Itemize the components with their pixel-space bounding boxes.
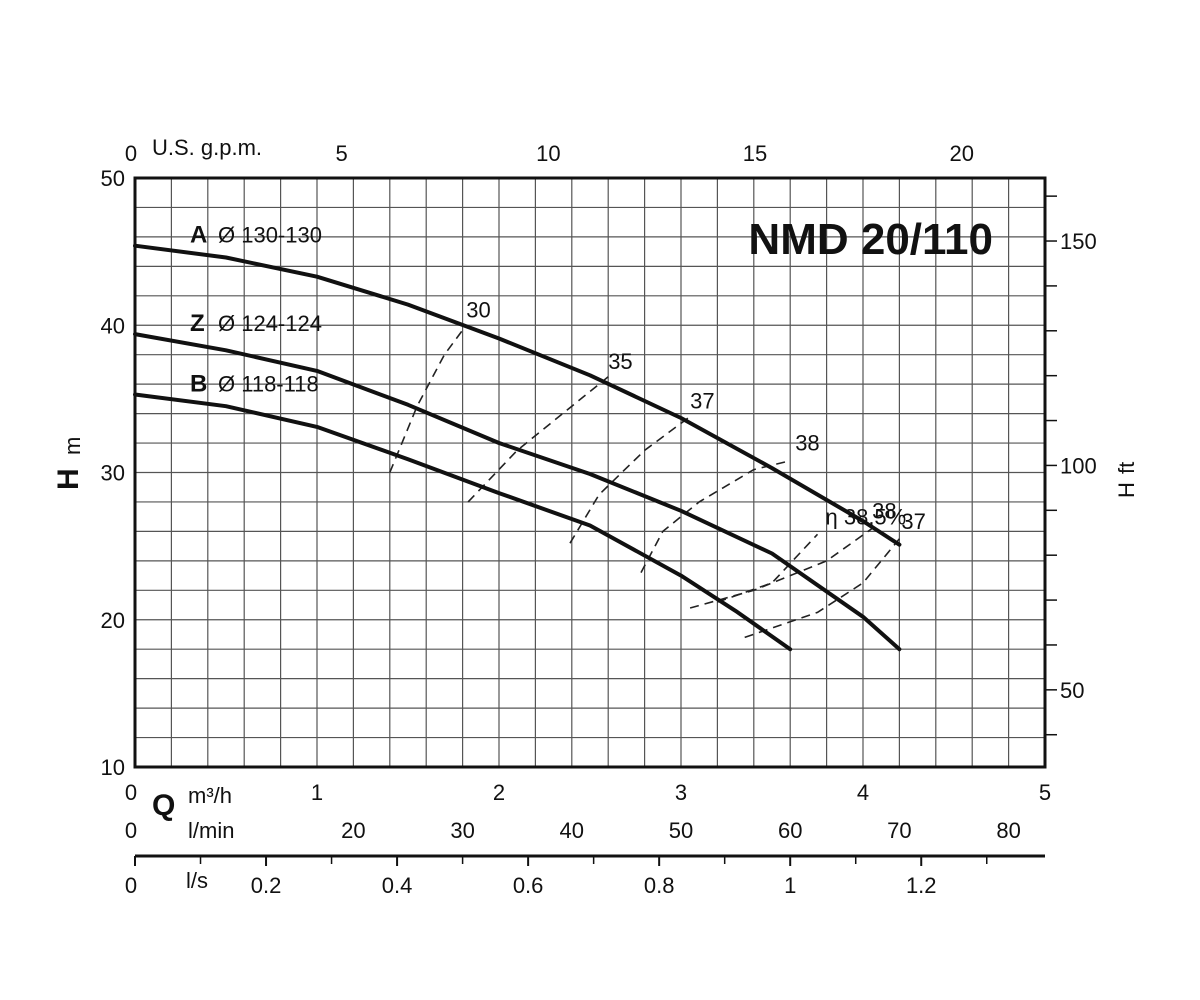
efficiency-label: 37 <box>690 389 714 414</box>
q-axis-letter: Q <box>152 789 175 822</box>
efficiency-label: 37 <box>901 509 925 534</box>
tick-label-lmin: 20 <box>341 818 365 843</box>
series-letter: B <box>190 370 207 397</box>
efficiency-label: 38 <box>872 498 896 523</box>
tick-label-lmin: 30 <box>450 818 474 843</box>
tick-label-gpm: 0 <box>125 141 137 166</box>
tick-label-lmin: 80 <box>996 818 1020 843</box>
tick-label-m: 20 <box>101 608 125 633</box>
efficiency-label: 38 <box>795 431 819 456</box>
chart-title: NMD 20/110 <box>748 215 993 264</box>
series-name: Ø 118-118 <box>218 371 319 396</box>
tick-label-lmin: 60 <box>778 818 802 843</box>
head-curve-z <box>133 332 902 652</box>
tick-label-m3h: 3 <box>675 780 687 805</box>
tick-label-m3h: 2 <box>493 780 505 805</box>
tick-label-gpm: 15 <box>743 141 767 166</box>
tick-label-m3h: 5 <box>1039 780 1051 805</box>
head-curve-b <box>133 392 793 652</box>
efficiency-curve <box>744 538 901 639</box>
tick-label-ft: 150 <box>1060 229 1097 254</box>
tick-label-ft: 100 <box>1060 453 1097 478</box>
h-ft-axis-unit: ft <box>1114 462 1139 474</box>
head-curves: A Ø 130-130 Z Ø 124-124 B Ø 118-118 <box>133 222 902 652</box>
plot-frame <box>133 176 1047 769</box>
tick-label-ft: 50 <box>1060 678 1084 703</box>
tick-label-lmin: 40 <box>560 818 584 843</box>
q-ls-axis-label: l/s <box>186 868 208 893</box>
tick-label-m: 40 <box>101 313 125 338</box>
efficiency-curve <box>640 459 791 573</box>
tick-label-m3h: 1 <box>311 780 323 805</box>
tick-label-ls: 0 <box>125 873 137 898</box>
gpm-axis-label: U.S. g.p.m. <box>152 135 262 160</box>
tick-label-gpm: 10 <box>536 141 560 166</box>
chart-grid <box>135 178 1045 767</box>
tick-label-gpm: 20 <box>949 141 973 166</box>
tick-label-ls: 0.4 <box>382 873 413 898</box>
tick-label-m: 50 <box>101 166 125 191</box>
series-letter: A <box>190 222 207 249</box>
efficiency-curve <box>689 527 873 609</box>
chart-labels: NMD 20/110 U.S. g.p.m. H m H ft Q m³/h l… <box>52 135 1139 893</box>
q-lmin-axis-label: l/min <box>188 818 234 843</box>
tick-label-m: 30 <box>101 461 125 486</box>
series-letter: Z <box>190 310 205 337</box>
tick-label-lmin: 50 <box>669 818 693 843</box>
tick-label-lmin: 70 <box>887 818 911 843</box>
h-ft-axis-letter: H <box>1114 482 1139 498</box>
head-curve-a <box>133 243 902 547</box>
q-m3h-axis-label: m³/h <box>188 783 232 808</box>
efficiency-label: 35 <box>608 349 632 374</box>
efficiency-curve <box>717 533 819 603</box>
tick-label-ls: 0.2 <box>251 873 282 898</box>
tick-label-m: 10 <box>101 755 125 780</box>
tick-label-lmin: 0 <box>125 818 137 843</box>
tick-label-m3h: 4 <box>857 780 869 805</box>
tick-label-ls: 1.2 <box>906 873 937 898</box>
efficiency-curve <box>389 324 467 473</box>
h-m-axis-letter: H <box>52 468 85 490</box>
axis-ticks: 0 1 2 3 4 50 20 30 40 50 60 70 800 0.2 0.4 0.6 0.8 1 1.20 5… <box>101 141 1097 898</box>
tick-label-m3h: 0 <box>125 780 137 805</box>
series-name: Ø 124-124 <box>218 311 322 336</box>
tick-label-ls: 1 <box>784 873 796 898</box>
h-m-axis-unit: m <box>60 437 85 455</box>
efficiency-curve <box>467 376 609 503</box>
efficiency-label: 30 <box>466 297 490 322</box>
tick-label-ls: 0.6 <box>513 873 544 898</box>
tick-label-ls: 0.8 <box>644 873 675 898</box>
series-name: Ø 130-130 <box>218 223 322 248</box>
tick-label-gpm: 5 <box>336 141 348 166</box>
